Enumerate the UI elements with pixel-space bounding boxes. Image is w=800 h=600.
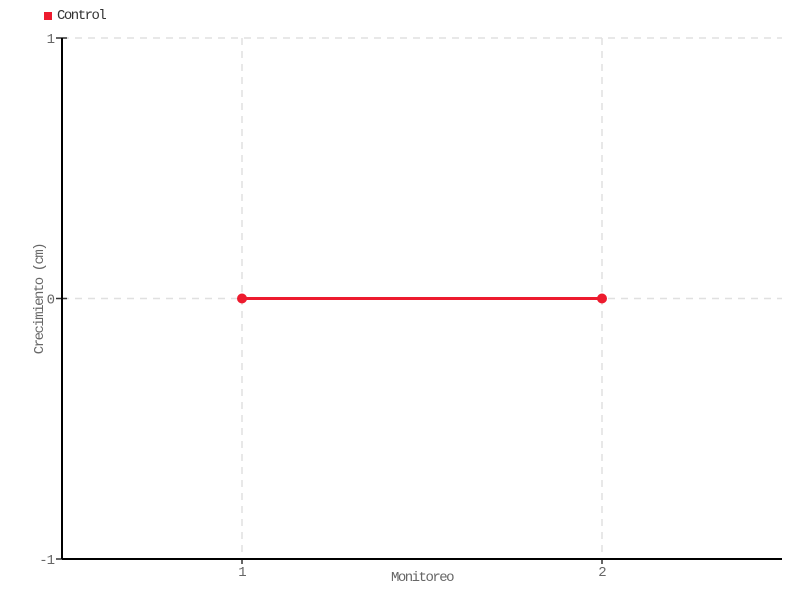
legend-label-control: Control [57,8,107,24]
y-axis-title: Crecimiento (cm) [32,243,48,355]
y-tick-label: 1 [47,32,55,48]
y-tick-label: -1 [39,553,54,569]
data-point-control[interactable] [237,293,247,304]
data-point-control[interactable] [597,293,607,304]
legend-swatch-control [44,12,52,20]
x-tick-label: 2 [598,565,606,581]
x-axis-title: Monitoreo [390,570,455,586]
y-tick-label: 0 [47,293,55,309]
legend[interactable]: Control [44,8,107,24]
x-tick-label: 1 [238,565,246,581]
